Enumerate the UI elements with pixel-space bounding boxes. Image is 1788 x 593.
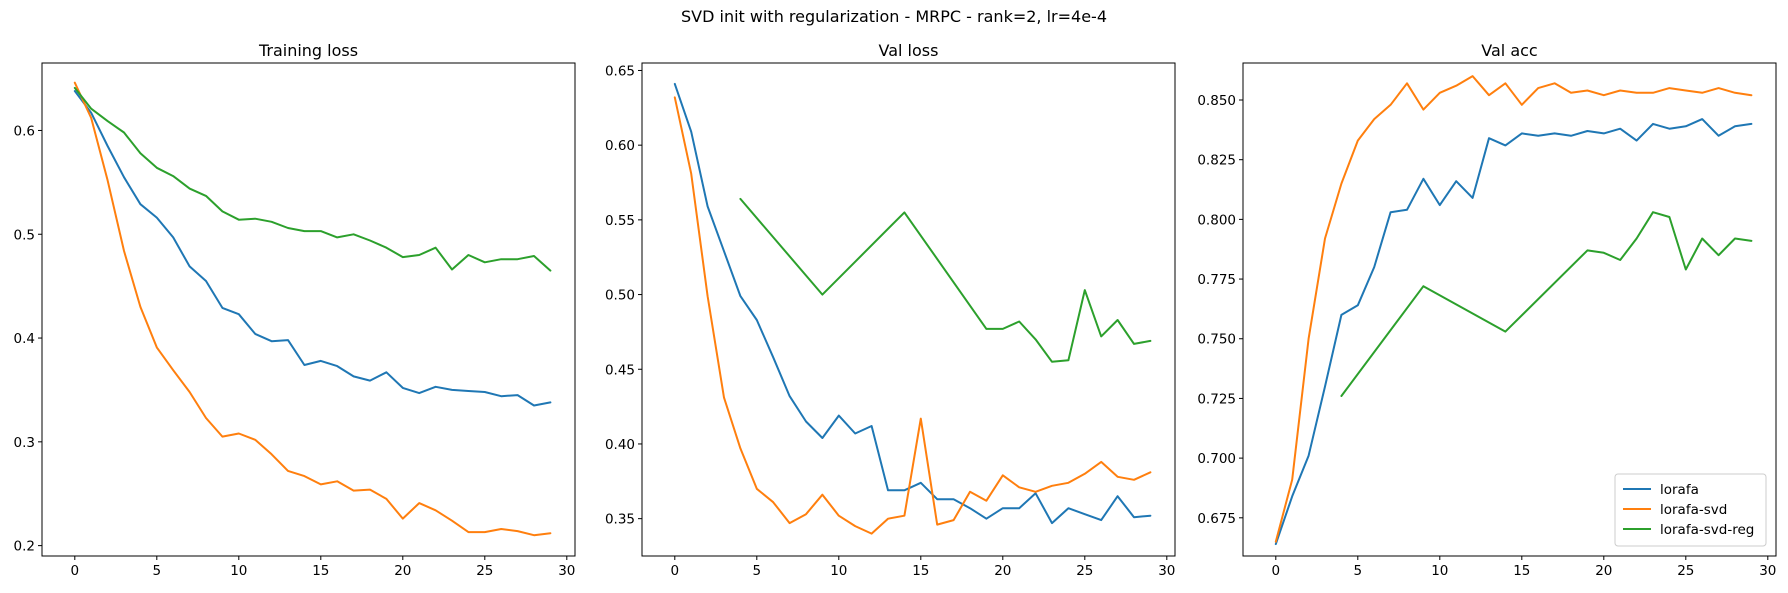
val-acc-series-lorafa-svd [1274, 75, 1753, 543]
training-loss-xtick-label: 0 [71, 563, 80, 579]
training-loss-series-lorafa-svd [73, 81, 552, 537]
training-loss-ytick-label: 0.4 [14, 331, 35, 347]
val-loss-xtick-label: 5 [753, 563, 762, 579]
val-acc-ytick-label: 0.750 [1197, 332, 1236, 348]
val-loss-ytick-label: 0.55 [605, 213, 635, 229]
training-loss-xtick-label: 30 [558, 563, 575, 579]
legend-label-lorafa: lorafa [1660, 482, 1699, 498]
val-loss-ytick-label: 0.50 [605, 288, 635, 304]
val-acc-ytick-label: 0.700 [1197, 451, 1236, 467]
training-loss-panel: Training loss 0 5 10 15 20 25 30 0.2 0.3 0.4 0.5 0.6 [14, 41, 576, 579]
val-acc-axes-frame [1242, 62, 1777, 557]
training-loss-ytick-label: 0.6 [14, 123, 35, 139]
training-loss-xtick-label: 15 [312, 563, 329, 579]
training-loss-series-lorafa [73, 90, 552, 407]
training-loss-xtick-label: 10 [230, 563, 247, 579]
legend-label-lorafa-svd: lorafa-svd [1660, 502, 1727, 518]
val-loss-series-lorafa-svd-reg [739, 197, 1152, 363]
val-loss-xtick-label: 10 [830, 563, 847, 579]
val-acc-xtick-label: 10 [1431, 563, 1448, 579]
training-loss-xtick-label: 5 [153, 563, 162, 579]
val-loss-series-lorafa [673, 82, 1152, 525]
val-acc-ytick-label: 0.725 [1197, 391, 1236, 407]
val-acc-xtick-label: 5 [1354, 563, 1363, 579]
val-acc-panel: Val acc 0 5 10 15 20 25 30 0.675 0.700 0.725 0.750 0… [1197, 41, 1777, 579]
val-acc-xtick-label: 15 [1513, 563, 1530, 579]
val-acc-legend: lorafa lorafa-svd lorafa-svd-reg [1614, 473, 1767, 547]
training-loss-title: Training loss [258, 41, 358, 60]
val-loss-xtick-label: 30 [1158, 563, 1175, 579]
val-loss-axes-frame [641, 62, 1176, 557]
val-loss-xtick-label: 20 [994, 563, 1011, 579]
training-loss-ytick-label: 0.5 [14, 227, 35, 243]
figure-suptitle: SVD init with regularization - MRPC - ra… [681, 7, 1107, 26]
val-acc-xtick-label: 20 [1595, 563, 1612, 579]
training-loss-xtick-label: 20 [394, 563, 411, 579]
val-loss-title: Val loss [879, 41, 939, 60]
val-acc-ytick-label: 0.800 [1197, 212, 1236, 228]
legend-box [1614, 473, 1767, 547]
val-acc-title: Val acc [1481, 41, 1537, 60]
val-acc-ytick-label: 0.825 [1197, 153, 1236, 169]
val-acc-ytick-label: 0.675 [1197, 511, 1236, 527]
val-loss-ytick-label: 0.40 [605, 437, 635, 453]
training-loss-series-lorafa-svd-reg [73, 86, 552, 272]
val-loss-ytick-label: 0.60 [605, 138, 635, 154]
val-loss-ytick-label: 0.35 [605, 512, 635, 528]
val-loss-xtick-label: 25 [1076, 563, 1093, 579]
val-acc-xtick-label: 0 [1272, 563, 1281, 579]
val-loss-xtick-label: 0 [671, 563, 680, 579]
val-loss-series-lorafa-svd [673, 96, 1152, 535]
legend-label-lorafa-svd-reg: lorafa-svd-reg [1660, 522, 1754, 538]
val-loss-xtick-label: 15 [912, 563, 929, 579]
val-loss-panel: Val loss 0 5 10 15 20 25 30 0.35 0.40 0.45 0.50 0.55… [605, 41, 1176, 579]
val-acc-series-lorafa-svd-reg [1340, 211, 1753, 397]
training-loss-ytick-label: 0.2 [14, 539, 35, 555]
val-loss-ytick-label: 0.65 [605, 63, 635, 79]
training-loss-xtick-label: 25 [476, 563, 493, 579]
training-loss-ytick-label: 0.3 [14, 435, 35, 451]
val-acc-ytick-label: 0.775 [1197, 272, 1236, 288]
val-acc-series-lorafa [1274, 118, 1753, 546]
val-acc-xtick-label: 30 [1759, 563, 1776, 579]
val-loss-ytick-label: 0.45 [605, 362, 635, 378]
training-loss-axes-frame [41, 62, 576, 557]
val-acc-xtick-label: 25 [1677, 563, 1694, 579]
val-acc-ytick-label: 0.850 [1197, 93, 1236, 109]
